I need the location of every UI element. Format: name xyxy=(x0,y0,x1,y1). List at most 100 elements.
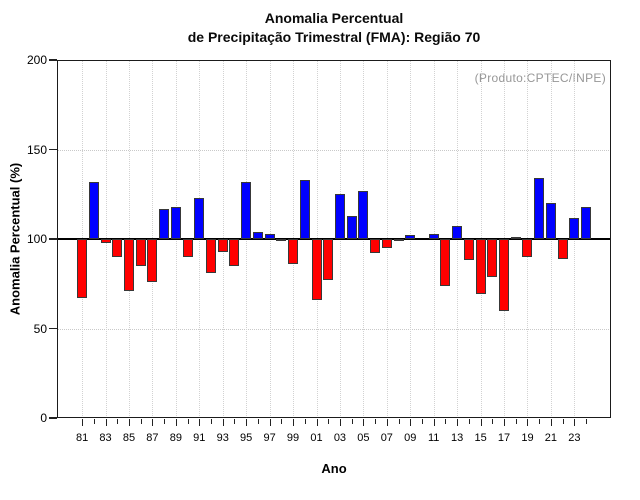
bar-2018 xyxy=(510,237,521,240)
bar-2008 xyxy=(393,239,404,241)
x-tick-label: 85 xyxy=(122,432,136,444)
x-tick-label: 11 xyxy=(427,432,440,444)
x-tick xyxy=(187,419,189,424)
y-tick-label: 50 xyxy=(33,321,47,336)
x-tick xyxy=(539,419,541,424)
y-tick xyxy=(49,327,57,330)
x-tick xyxy=(164,419,166,424)
x-tick xyxy=(234,419,236,424)
baseline-100 xyxy=(57,238,611,240)
x-tick xyxy=(398,419,400,424)
chart-title: Anomalia Percentual de Precipitação Trim… xyxy=(0,9,640,47)
y-tick-label: 150 xyxy=(26,142,47,157)
bar-1986 xyxy=(135,239,146,266)
bar-2014 xyxy=(463,239,474,261)
bar-1995 xyxy=(241,181,252,239)
x-tick-label: 13 xyxy=(451,432,464,444)
y-tick-label: 200 xyxy=(26,53,47,67)
x-tick xyxy=(515,419,517,424)
x-tick xyxy=(117,419,119,424)
x-tick xyxy=(293,419,295,426)
chart-title-line2: de Precipitação Trimestral (FMA): Região… xyxy=(187,29,481,45)
bar-2002 xyxy=(323,239,334,281)
x-tick-label: 23 xyxy=(568,432,581,444)
bar-1985 xyxy=(123,239,134,291)
x-tick-label: 21 xyxy=(544,432,558,444)
x-tick-label: 81 xyxy=(75,432,89,444)
x-tick xyxy=(527,419,529,426)
x-tick xyxy=(93,419,95,424)
x-tick xyxy=(269,419,271,426)
x-tick xyxy=(316,419,318,426)
x-tick xyxy=(421,419,423,424)
x-tick xyxy=(550,419,552,426)
bar-1990 xyxy=(182,239,193,257)
x-tick-label: 05 xyxy=(357,432,370,444)
x-tick-label: 99 xyxy=(286,432,300,444)
bar-2000 xyxy=(299,179,310,239)
x-tick-label: 01 xyxy=(310,432,323,444)
x-tick-label: 97 xyxy=(263,432,276,444)
x-tick-label: 19 xyxy=(521,432,534,444)
x-tick xyxy=(246,419,248,426)
x-tick-label: 07 xyxy=(380,432,393,444)
bar-2019 xyxy=(522,239,533,257)
x-tick xyxy=(410,419,412,426)
bar-1991 xyxy=(194,197,205,239)
x-tick xyxy=(386,419,388,426)
x-tick xyxy=(211,419,213,424)
y-tick xyxy=(49,59,57,61)
bar-2007 xyxy=(381,239,392,248)
bar-1999 xyxy=(288,239,299,265)
bar-2013 xyxy=(452,226,463,239)
x-tick-label: 15 xyxy=(474,432,487,444)
x-tick xyxy=(152,419,154,426)
source-annotation: (Produto:CPTEC/INPE) xyxy=(474,71,606,85)
x-tick-label: 89 xyxy=(169,432,182,444)
bar-2001 xyxy=(311,239,322,300)
x-tick xyxy=(445,419,447,424)
bar-1989 xyxy=(170,206,181,239)
bar-1988 xyxy=(159,208,170,239)
bar-2011 xyxy=(428,233,439,239)
x-axis-title: Ano xyxy=(321,461,347,476)
bar-2015 xyxy=(475,239,486,295)
x-tick xyxy=(257,419,259,424)
bar-1983 xyxy=(100,239,111,243)
bar-2004 xyxy=(346,215,357,239)
x-tick xyxy=(128,419,130,426)
x-tick xyxy=(222,419,224,426)
bar-1987 xyxy=(147,239,158,282)
x-tick xyxy=(281,419,283,424)
x-tick xyxy=(363,419,365,426)
x-tick-label: 87 xyxy=(146,432,159,444)
x-tick xyxy=(175,419,177,426)
x-tick-label: 03 xyxy=(333,432,347,444)
bar-1982 xyxy=(88,181,99,239)
bar-2006 xyxy=(370,239,381,254)
x-tick xyxy=(375,419,377,424)
bar-1994 xyxy=(229,239,240,266)
h-gridline xyxy=(57,149,611,151)
bar-2009 xyxy=(405,235,416,239)
bar-2023 xyxy=(569,217,580,239)
x-tick xyxy=(504,419,506,426)
x-tick xyxy=(468,419,470,424)
bar-1996 xyxy=(252,231,263,239)
x-tick xyxy=(457,419,459,426)
y-tick xyxy=(49,417,57,419)
x-tick xyxy=(82,419,84,426)
x-tick-label: 93 xyxy=(216,432,229,444)
bar-1998 xyxy=(276,239,287,241)
x-tick-label: 95 xyxy=(240,432,253,444)
x-tick xyxy=(328,419,330,424)
bar-2021 xyxy=(545,203,556,239)
bar-2022 xyxy=(557,239,568,259)
bar-2005 xyxy=(358,190,369,239)
h-gridline xyxy=(57,328,611,330)
bar-1997 xyxy=(264,233,275,239)
x-tick xyxy=(304,419,306,424)
y-tick xyxy=(49,238,57,240)
x-tick xyxy=(140,419,142,424)
